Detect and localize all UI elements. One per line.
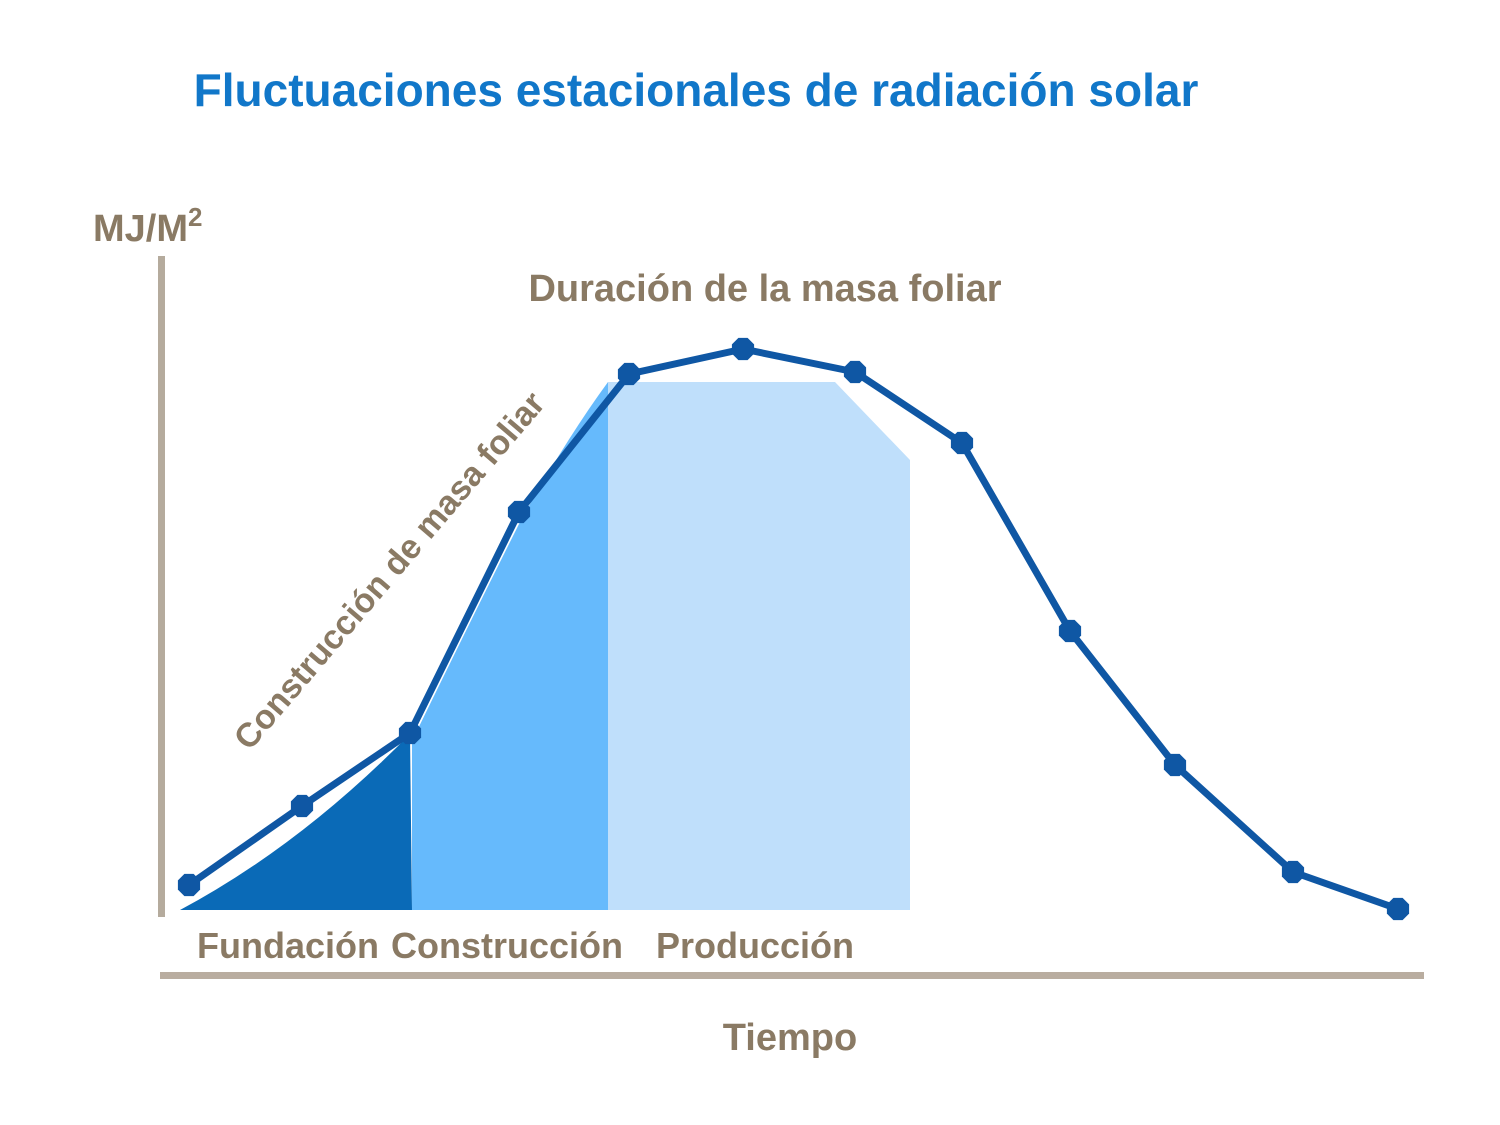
data-point-marker bbox=[1281, 860, 1305, 884]
radiation-line-group bbox=[177, 337, 1410, 921]
y-axis-unit-main: MJ/M bbox=[93, 208, 188, 250]
data-point-marker bbox=[1058, 619, 1082, 643]
data-point-marker bbox=[843, 360, 867, 384]
phase-label-produccion: Producción bbox=[656, 925, 854, 966]
y-axis-unit-superscript: 2 bbox=[188, 202, 202, 232]
data-point-marker bbox=[507, 500, 531, 524]
data-point-marker bbox=[398, 721, 422, 745]
annotation-duracion: Duración de la masa foliar bbox=[528, 268, 1001, 310]
data-point-marker bbox=[950, 431, 974, 455]
phase-label-fundacion: Fundación bbox=[197, 925, 379, 966]
x-axis-line bbox=[160, 972, 1424, 979]
region-fundacion-fill bbox=[180, 734, 412, 910]
data-point-marker bbox=[1386, 897, 1410, 921]
data-point-marker bbox=[731, 337, 755, 361]
radiation-line bbox=[185, 345, 1402, 913]
data-point-marker bbox=[290, 794, 314, 818]
region-produccion-fill bbox=[608, 382, 910, 910]
phase-label-construccion: Construcción bbox=[391, 925, 623, 966]
y-axis-unit-label: MJ/M2 bbox=[93, 202, 202, 250]
x-axis-label: Tiempo bbox=[723, 1017, 857, 1059]
region-construccion-fill bbox=[412, 382, 608, 910]
chart-title: Fluctuaciones estacionales de radiación … bbox=[194, 64, 1199, 116]
y-axis-line bbox=[158, 256, 165, 917]
data-point-marker bbox=[617, 362, 641, 386]
data-point-marker bbox=[1163, 753, 1187, 777]
data-point-marker bbox=[177, 873, 201, 897]
